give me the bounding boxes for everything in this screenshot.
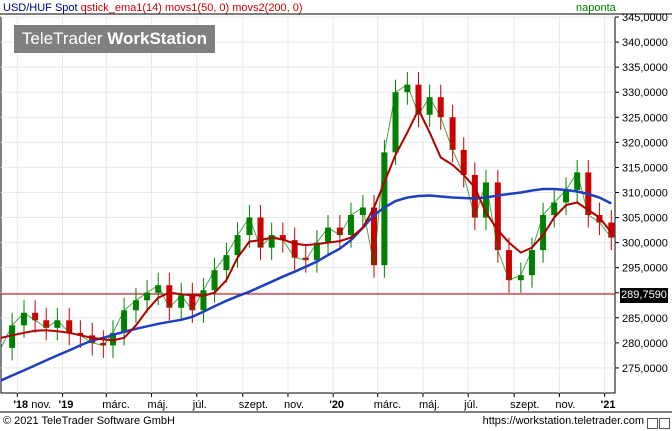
x-tick-label: márc. [374,399,402,411]
x-tick-label: '21 [601,399,616,411]
y-tick-label: 340,0000 [622,37,668,49]
price-candle [223,255,230,271]
y-tick-label: 300,0000 [622,238,668,250]
y-tick-label: 345,0000 [622,12,668,24]
y-tick-label: 280,0000 [622,338,668,350]
price-candle [608,222,615,238]
price-candle [302,257,309,261]
y-tick-label: 310,0000 [622,187,668,199]
price-candle [313,242,320,261]
price-candle [540,215,547,251]
indicators-label: qstick_ema1(14) movs1(50, 0) movs2(200, … [80,2,303,14]
price-candle [121,310,128,333]
price-candle [359,207,366,216]
price-candle [268,235,275,248]
y-tick-label: 315,0000 [622,162,668,174]
price-candle [132,300,139,311]
price-candle [471,174,478,218]
price-candle [200,290,207,311]
x-tick-label: szept. [239,399,268,411]
price-candle [325,227,332,243]
price-candle [211,270,218,291]
x-tick-label: '20 [329,399,344,411]
price-candle [482,182,489,218]
y-tick-label: 325,0000 [622,112,668,124]
ma50-line [0,107,613,342]
copyright-text: © 2021 TeleTrader Software GmbH [3,415,175,427]
price-candle [77,332,84,336]
x-tick-label: márc. [102,399,130,411]
price-candle [234,235,241,256]
price-candle [89,335,96,343]
price-candle [155,285,162,293]
price-candle [43,320,50,328]
x-axis-band [0,394,615,412]
price-candle [460,149,467,175]
website-link[interactable]: https://workstation.teletrader.com [482,415,644,427]
x-tick-label: máj. [419,399,440,411]
price-candle [54,320,61,328]
price-candle [66,320,73,333]
window-button-icon[interactable] [659,418,670,429]
y-tick-label: 285,0000 [622,313,668,325]
symbol-label: USD/HUF Spot [3,2,78,14]
y-tick-label: 275,0000 [622,363,668,375]
chart-header-symbol: USD/HUF Spot qstick_ema1(14) movs1(50, 0… [3,2,303,14]
price-candle [426,97,433,115]
price-candle [32,312,39,321]
price-candle [517,275,524,281]
price-candle [144,292,151,301]
ma200-line [0,187,612,382]
price-candle [505,250,512,281]
price-candle [449,117,456,150]
logo-text-bold: WorkStation [107,29,208,48]
price-candle [563,189,570,203]
price-candle [551,202,558,216]
price-candle [279,235,286,241]
logo-text-regular: TeleTrader [21,29,108,48]
price-candle [392,92,399,153]
x-tick-label: nov. [284,399,304,411]
price-candle [109,332,116,346]
x-tick-label: '18 nov. [13,399,51,411]
price-candle [291,240,298,258]
price-candle [178,295,185,308]
x-tick-label: júl. [192,399,207,411]
price-candle [20,312,27,326]
y-tick-label: 335,0000 [622,62,668,74]
window-buttons[interactable] [646,416,670,429]
price-candle [336,227,343,236]
y-tick-label: 305,0000 [622,213,668,225]
price-candle [257,217,264,248]
period-label: naponta [576,2,616,14]
window-button-icon[interactable] [647,418,658,429]
price-candle [437,97,444,118]
y-tick-label: 330,0000 [622,87,668,99]
y-tick-label: 320,0000 [622,137,668,149]
x-tick-label: '19 [59,399,74,411]
price-candle [528,250,535,276]
teletrader-logo: TeleTrader WorkStation [14,25,215,53]
last-value-badge: 289,7590 [620,288,668,303]
x-tick-label: máj. [148,399,169,411]
price-candle [494,182,501,251]
price-line [0,83,612,349]
price-candle [100,342,107,346]
price-candle [246,217,253,236]
price-candle [166,285,173,308]
price-candle [348,215,355,236]
x-tick-label: nov. [555,399,575,411]
price-candle [415,84,422,115]
y-tick-label: 295,0000 [622,263,668,275]
price-candle [404,84,411,93]
x-tick-label: júl. [463,399,478,411]
price-candle [574,172,581,190]
price-candle [189,295,196,311]
price-candle [370,207,377,266]
price-candle [9,325,16,348]
x-tick-label: szept. [510,399,539,411]
